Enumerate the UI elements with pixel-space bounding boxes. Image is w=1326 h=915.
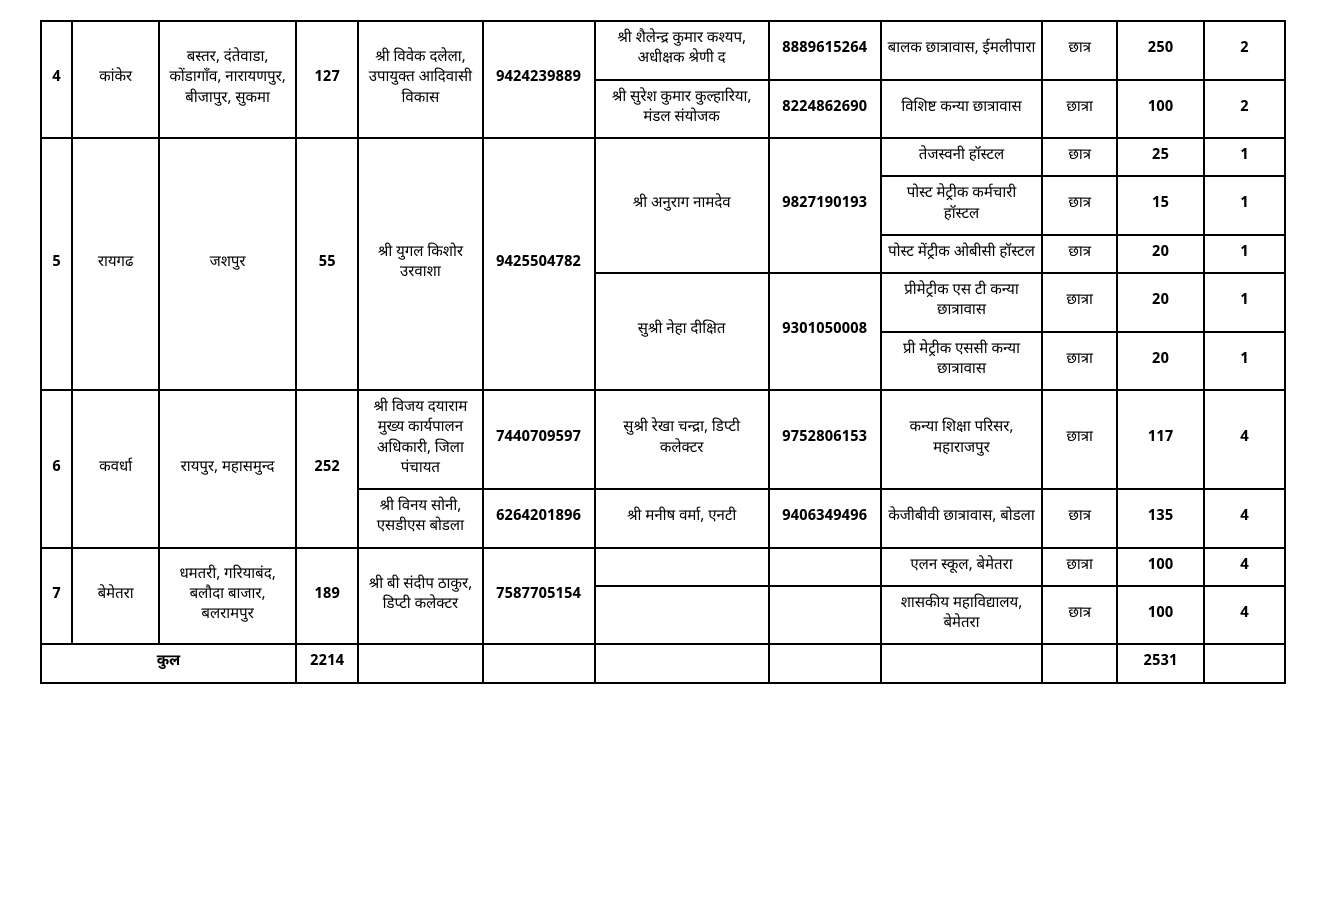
hostel-rooms: 1 (1204, 176, 1285, 235)
officer-phone: 6264201896 (483, 489, 595, 548)
hostel-gender: छात्र (1042, 586, 1117, 645)
officer-phone: 9425504782 (483, 138, 595, 390)
hostel-gender: छात्रा (1042, 548, 1117, 586)
allied-districts: जशपुर (159, 138, 296, 390)
hostel-name: प्री मेट्रीक एससी कन्या छात्रावास (881, 332, 1043, 391)
hostel-gender: छात्र (1042, 489, 1117, 548)
hostel-rooms: 1 (1204, 332, 1285, 391)
hostel-gender: छात्रा (1042, 80, 1117, 139)
officer-name: श्री बी संदीप ठाकुर, डिप्टी कलेक्टर (358, 548, 482, 645)
capacity-1: 189 (296, 548, 358, 645)
liaison-name: श्री अनुराग नामदेव (595, 138, 769, 273)
table-row: 5रायगढजशपुर55श्री युगल किशोर उरवाशा94255… (41, 138, 1285, 176)
hostel-seats: 15 (1117, 176, 1204, 235)
hostel-gender: छात्र (1042, 176, 1117, 235)
hostel-gender: छात्रा (1042, 332, 1117, 391)
serial-number: 7 (41, 548, 72, 645)
hostel-seats: 135 (1117, 489, 1204, 548)
hostel-name: पोस्ट मेट्रीक कर्मचारी हॉस्टल (881, 176, 1043, 235)
total-capacity: 2214 (296, 644, 358, 682)
liaison-name: श्री शैलेन्द्र कुमार कश्यप, अधीक्षक श्रे… (595, 21, 769, 80)
hostel-gender: छात्रा (1042, 273, 1117, 332)
officer-phone: 9424239889 (483, 21, 595, 138)
hostel-gender: छात्र (1042, 235, 1117, 273)
district-name: बेमेतरा (72, 548, 159, 645)
total-seats: 2531 (1117, 644, 1204, 682)
hostel-name: कन्या शिक्षा परिसर, महाराजपुर (881, 390, 1043, 489)
allied-districts: धमतरी, गरियाबंद, बलौदा बाजार, बलरामपुर (159, 548, 296, 645)
hostel-name: पोस्ट मेंट्रीक ओबीसी हॉस्टल (881, 235, 1043, 273)
officer-name: श्री युगल किशोर उरवाशा (358, 138, 482, 390)
officer-phone: 7587705154 (483, 548, 595, 645)
district-name: कांकेर (72, 21, 159, 138)
officer-name: श्री विजय दयाराम मुख्य कार्यपालन अधिकारी… (358, 390, 482, 489)
liaison-name: श्री सुरेश कुमार कुल्हारिया, मंडल संयोजक (595, 80, 769, 139)
liaison-phone (769, 586, 881, 645)
table-row: 7बेमेतराधमतरी, गरियाबंद, बलौदा बाजार, बल… (41, 548, 1285, 586)
hostel-seats: 250 (1117, 21, 1204, 80)
liaison-phone: 8224862690 (769, 80, 881, 139)
hostel-seats: 25 (1117, 138, 1204, 176)
hostel-gender: छात्र (1042, 138, 1117, 176)
district-name: रायगढ (72, 138, 159, 390)
district-name: कवर्धा (72, 390, 159, 548)
hostel-rooms: 2 (1204, 80, 1285, 139)
table-row: 6कवर्धारायपुर, महासमुन्द252श्री विजय दया… (41, 390, 1285, 489)
allied-districts: रायपुर, महासमुन्द (159, 390, 296, 548)
hostel-name: एलन स्कूल, बेमेतरा (881, 548, 1043, 586)
liaison-phone: 8889615264 (769, 21, 881, 80)
hostel-seats: 117 (1117, 390, 1204, 489)
liaison-name: सुश्री नेहा दीक्षित (595, 273, 769, 390)
officer-phone: 7440709597 (483, 390, 595, 489)
hostel-rooms: 1 (1204, 235, 1285, 273)
liaison-name (595, 548, 769, 586)
hostel-gender: छात्र (1042, 21, 1117, 80)
hostel-rooms: 4 (1204, 390, 1285, 489)
total-row: कुल2214 2531 (41, 644, 1285, 682)
hostel-gender: छात्रा (1042, 390, 1117, 489)
total-label: कुल (41, 644, 296, 682)
serial-number: 4 (41, 21, 72, 138)
hostel-seats: 100 (1117, 586, 1204, 645)
capacity-1: 127 (296, 21, 358, 138)
capacity-1: 55 (296, 138, 358, 390)
liaison-phone: 9301050008 (769, 273, 881, 390)
hostel-seats: 100 (1117, 548, 1204, 586)
hostel-rooms: 4 (1204, 586, 1285, 645)
hostel-name: विशिष्ट कन्या छात्रावास (881, 80, 1043, 139)
officer-name: श्री विनय सोनी, एसडीएस बोडला (358, 489, 482, 548)
liaison-name: श्री मनीष वर्मा, एनटी (595, 489, 769, 548)
capacity-1: 252 (296, 390, 358, 548)
hostel-rooms: 1 (1204, 273, 1285, 332)
liaison-name (595, 586, 769, 645)
hostel-seats: 100 (1117, 80, 1204, 139)
hostel-rooms: 1 (1204, 138, 1285, 176)
table-row: 4कांकेरबस्तर, दंतेवाडा, कोंडागाँव, नाराय… (41, 21, 1285, 80)
hostel-rooms: 4 (1204, 548, 1285, 586)
hostel-name: तेजस्वनी हॉस्टल (881, 138, 1043, 176)
serial-number: 5 (41, 138, 72, 390)
hostel-name: केजीबीवी छात्रावास, बोडला (881, 489, 1043, 548)
liaison-phone: 9406349496 (769, 489, 881, 548)
liaison-phone: 9827190193 (769, 138, 881, 273)
hostel-rooms: 2 (1204, 21, 1285, 80)
hostel-name: शासकीय महाविद्यालय, बेमेतरा (881, 586, 1043, 645)
hostel-seats: 20 (1117, 273, 1204, 332)
allied-districts: बस्तर, दंतेवाडा, कोंडागाँव, नारायणपुर, ब… (159, 21, 296, 138)
hostel-seats: 20 (1117, 332, 1204, 391)
serial-number: 6 (41, 390, 72, 548)
hostel-table: 4कांकेरबस्तर, दंतेवाडा, कोंडागाँव, नाराय… (40, 20, 1286, 684)
liaison-phone: 9752806153 (769, 390, 881, 489)
hostel-name: प्रीमेट्रीक एस टी कन्या छात्रावास (881, 273, 1043, 332)
officer-name: श्री विवेक दलेला, उपायुक्त आदिवासी विकास (358, 21, 482, 138)
hostel-rooms: 4 (1204, 489, 1285, 548)
hostel-name: बालक छात्रावास, ईमलीपारा (881, 21, 1043, 80)
hostel-seats: 20 (1117, 235, 1204, 273)
liaison-name: सुश्री रेखा चन्द्रा, डिप्टी कलेक्टर (595, 390, 769, 489)
liaison-phone (769, 548, 881, 586)
